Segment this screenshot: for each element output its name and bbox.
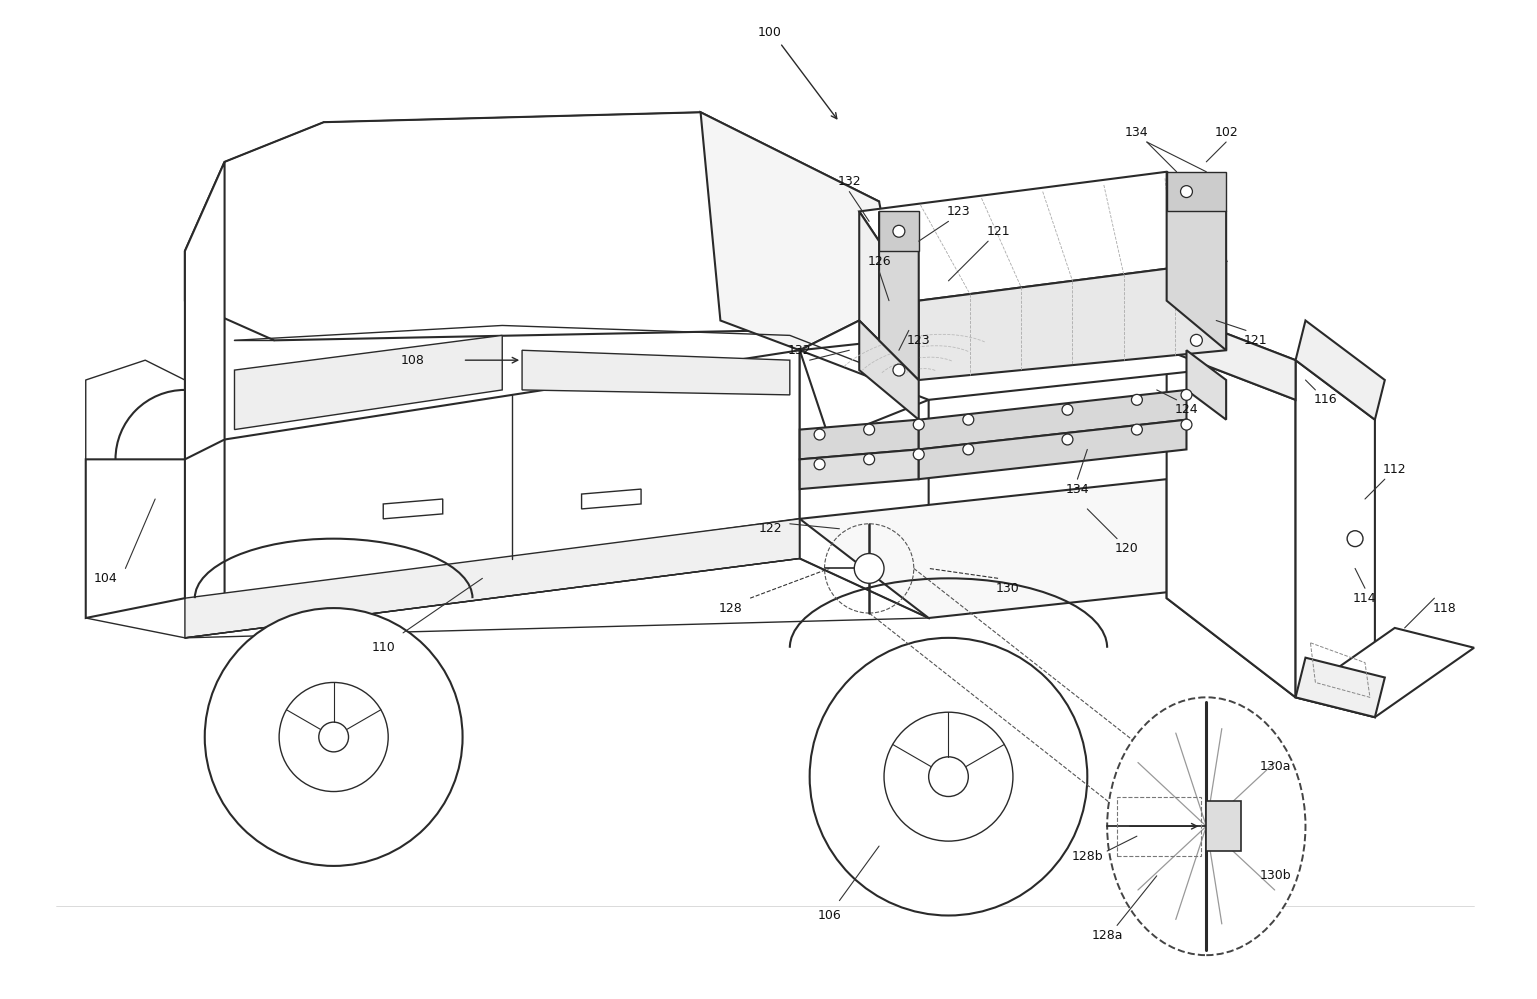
Text: 102: 102 <box>1214 126 1237 139</box>
Text: 108: 108 <box>401 354 424 367</box>
Text: 104: 104 <box>94 571 117 584</box>
Circle shape <box>815 459 825 470</box>
Circle shape <box>893 365 905 376</box>
Text: 128: 128 <box>718 601 742 614</box>
Text: 130: 130 <box>996 581 1021 594</box>
Circle shape <box>1346 530 1363 546</box>
Text: 123: 123 <box>947 205 970 218</box>
Text: 114: 114 <box>1353 591 1377 604</box>
Circle shape <box>864 425 875 435</box>
FancyBboxPatch shape <box>1207 801 1240 851</box>
Text: 134: 134 <box>1065 483 1090 496</box>
Text: 126: 126 <box>867 255 891 268</box>
Circle shape <box>913 420 924 431</box>
Polygon shape <box>859 212 919 380</box>
Text: 112: 112 <box>1383 463 1406 476</box>
Polygon shape <box>1296 657 1385 717</box>
Text: 124: 124 <box>1174 404 1199 417</box>
Polygon shape <box>86 460 184 618</box>
Polygon shape <box>1167 480 1296 697</box>
Circle shape <box>1131 395 1142 406</box>
Circle shape <box>928 757 968 796</box>
Text: 121: 121 <box>987 225 1010 238</box>
Circle shape <box>1062 405 1073 416</box>
Polygon shape <box>383 500 443 518</box>
Polygon shape <box>859 321 919 420</box>
Polygon shape <box>799 420 919 460</box>
Polygon shape <box>1167 351 1296 697</box>
Polygon shape <box>1167 172 1227 212</box>
Polygon shape <box>799 351 928 618</box>
Polygon shape <box>879 212 919 380</box>
Polygon shape <box>799 480 1296 618</box>
Polygon shape <box>1296 361 1376 717</box>
Text: 132: 132 <box>788 344 812 357</box>
Text: 120: 120 <box>1116 542 1139 555</box>
Polygon shape <box>799 450 919 490</box>
Polygon shape <box>919 390 1187 450</box>
Polygon shape <box>184 518 799 637</box>
Circle shape <box>204 608 463 866</box>
Text: 134: 134 <box>1125 126 1148 139</box>
Text: 128b: 128b <box>1071 849 1104 862</box>
Circle shape <box>884 712 1013 841</box>
Circle shape <box>1180 420 1191 431</box>
Polygon shape <box>1167 172 1227 351</box>
Polygon shape <box>184 162 224 460</box>
Text: 123: 123 <box>907 334 930 347</box>
Polygon shape <box>581 490 641 508</box>
Circle shape <box>810 637 1087 915</box>
Circle shape <box>864 454 875 465</box>
Text: 130a: 130a <box>1260 760 1291 773</box>
Polygon shape <box>799 311 1296 400</box>
Circle shape <box>1062 434 1073 445</box>
Circle shape <box>893 226 905 237</box>
Text: 130b: 130b <box>1260 869 1291 882</box>
Text: 128a: 128a <box>1091 929 1124 942</box>
Polygon shape <box>919 420 1187 480</box>
Circle shape <box>1191 335 1202 347</box>
Circle shape <box>1180 390 1191 401</box>
Polygon shape <box>224 351 799 598</box>
Text: 122: 122 <box>758 522 782 535</box>
Polygon shape <box>1167 311 1296 400</box>
Text: 110: 110 <box>372 641 395 654</box>
Polygon shape <box>799 301 928 440</box>
Polygon shape <box>235 336 503 430</box>
Polygon shape <box>184 112 879 341</box>
Polygon shape <box>1296 628 1474 717</box>
Circle shape <box>913 449 924 460</box>
Circle shape <box>318 722 349 752</box>
Circle shape <box>962 415 974 426</box>
Polygon shape <box>1187 351 1227 420</box>
Circle shape <box>1180 186 1193 198</box>
Text: 121: 121 <box>1243 334 1268 347</box>
Polygon shape <box>1296 321 1385 420</box>
Polygon shape <box>879 212 919 251</box>
Text: 132: 132 <box>838 175 861 188</box>
Polygon shape <box>859 172 1227 301</box>
Ellipse shape <box>1107 697 1305 955</box>
Text: 100: 100 <box>758 26 782 39</box>
Polygon shape <box>919 261 1227 380</box>
Circle shape <box>855 553 884 583</box>
Circle shape <box>962 444 974 455</box>
Text: 106: 106 <box>818 909 841 922</box>
Circle shape <box>1131 425 1142 435</box>
Polygon shape <box>523 351 790 395</box>
Polygon shape <box>701 112 899 351</box>
Circle shape <box>280 682 389 791</box>
Text: 118: 118 <box>1432 601 1456 614</box>
Circle shape <box>815 430 825 440</box>
Text: 116: 116 <box>1314 394 1337 407</box>
